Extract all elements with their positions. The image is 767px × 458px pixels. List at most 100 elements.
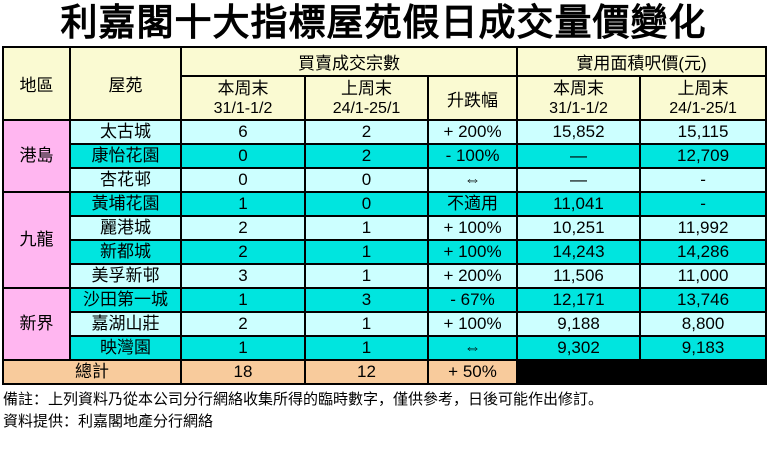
change-cell: 不適用 — [426, 191, 519, 217]
header-price-group: 實用面積呎價(元) — [516, 46, 767, 77]
region-cell-new-territories: 新界 — [2, 287, 71, 361]
estate-cell: 杏花邨 — [69, 167, 182, 193]
tx-last-cell: 0 — [304, 191, 429, 217]
estates-table: 地區 屋苑 買賣成交宗數 實用面積呎價(元) 本周末 31/1-1/2 上周末 … — [2, 46, 767, 385]
table-row: 新界 沙田第一城 1 3 - 67% 12,171 13,746 — [2, 287, 767, 361]
change-cell: + 100% — [426, 239, 519, 265]
tx-last-cell: 1 — [304, 215, 429, 241]
footnotes: 備註：上列資料乃從本公司分行網絡收集所得的臨時數字，僅供參考，日後可能作出修訂。… — [3, 389, 767, 433]
header-tx-this-weekend: 本周末 31/1-1/2 — [180, 75, 306, 121]
tx-this-cell: 1 — [180, 191, 306, 217]
tx-this-cell: 3 — [180, 263, 306, 289]
change-cell: - 100% — [426, 143, 519, 169]
change-cell: - 67% — [426, 287, 519, 313]
table-row: 康怡花園 0 2 - 100% — 12,709 — [3, 143, 767, 169]
px-this-cell: 15,852 — [516, 119, 642, 145]
px-this-cell: 12,171 — [516, 287, 642, 313]
px-this-cell: 9,302 — [516, 335, 642, 361]
this-weekend-date: 31/1-1/2 — [549, 99, 608, 117]
table-row: 麗港城 2 1 + 100% 10,251 11,992 — [3, 215, 767, 241]
last-weekend-date: 24/1-25/1 — [669, 99, 737, 117]
header-px-last-weekend: 上周末 24/1-25/1 — [639, 75, 767, 121]
total-label-cell: 總計 — [2, 359, 182, 385]
px-last-cell: - — [639, 167, 767, 193]
last-weekend-label: 上周末 — [677, 78, 729, 98]
tx-last-cell: 3 — [304, 287, 429, 313]
change-cell: ⇔ — [426, 167, 519, 193]
table-row: 嘉湖山莊 2 1 + 100% 9,188 8,800 — [3, 311, 767, 337]
this-weekend-date: 31/1-1/2 — [213, 99, 273, 117]
px-last-cell: 15,115 — [639, 119, 767, 145]
px-last-cell: 13,746 — [639, 287, 767, 313]
px-last-cell: 9,183 — [639, 335, 767, 361]
estate-cell: 嘉湖山莊 — [69, 311, 182, 337]
px-last-cell: 8,800 — [639, 311, 767, 337]
tx-last-cell: 1 — [304, 311, 429, 337]
total-tx-this-cell: 18 — [180, 359, 306, 385]
tx-this-cell: 2 — [180, 311, 306, 337]
region-cell-kowloon: 九龍 — [2, 191, 71, 289]
estate-cell: 康怡花園 — [69, 143, 182, 169]
estate-cell: 黃埔花園 — [69, 191, 182, 217]
tx-this-cell: 0 — [180, 143, 306, 169]
header-group-row: 地區 屋苑 買賣成交宗數 實用面積呎價(元) — [2, 46, 767, 121]
estate-cell: 沙田第一城 — [69, 287, 182, 313]
tx-last-cell: 1 — [304, 335, 429, 361]
total-px-this-blank-cell — [516, 359, 642, 385]
last-weekend-date: 24/1-25/1 — [332, 99, 401, 117]
tx-last-cell: 0 — [304, 167, 429, 193]
footnote-source: 資料提供：利嘉閣地產分行網絡 — [3, 413, 214, 430]
tx-last-cell: 2 — [304, 143, 429, 169]
last-weekend-label: 上周末 — [341, 78, 392, 98]
header-change: 升跌幅 — [426, 75, 519, 121]
estate-cell: 映灣園 — [69, 335, 182, 361]
px-last-cell: - — [639, 191, 767, 217]
table-row: 新都城 2 1 + 100% 14,243 14,286 — [3, 239, 767, 265]
tx-this-cell: 2 — [180, 215, 306, 241]
px-this-cell: 14,243 — [516, 239, 642, 265]
px-this-cell: — — [516, 167, 642, 193]
total-change-cell: + 50% — [426, 359, 519, 385]
change-cell: + 200% — [426, 119, 519, 145]
total-tx-last-cell: 12 — [304, 359, 429, 385]
table-row: 映灣園 1 1 ⇔ 9,302 9,183 — [3, 335, 767, 361]
px-this-cell: 11,506 — [516, 263, 642, 289]
total-row: 總計 18 12 + 50% — [2, 359, 767, 385]
header-transactions-group: 買賣成交宗數 — [179, 46, 519, 77]
estate-cell: 新都城 — [69, 239, 182, 265]
page-title: 利嘉閣十大指標屋苑假日成交量價變化 — [60, 2, 707, 43]
tx-last-cell: 1 — [304, 239, 429, 265]
estate-cell: 太古城 — [69, 119, 182, 145]
tx-this-cell: 6 — [180, 119, 306, 145]
header-region: 地區 — [2, 46, 71, 121]
change-cell: + 200% — [426, 263, 519, 289]
header-tx-last-weekend: 上周末 24/1-25/1 — [304, 75, 429, 121]
tx-this-cell: 1 — [180, 287, 306, 313]
change-cell: + 100% — [426, 215, 519, 241]
change-cell: ⇔ — [426, 335, 519, 361]
table-row: 九龍 黃埔花園 1 0 不適用 11,041 - — [2, 191, 767, 289]
total-px-last-blank-cell — [639, 359, 767, 385]
footnote-remark: 備註：上列資料乃從本公司分行網絡收集所得的臨時數字，僅供參考，日後可能作出修訂。 — [3, 391, 604, 408]
px-this-cell: 10,251 — [516, 215, 642, 241]
change-cell: + 100% — [426, 311, 519, 337]
estate-cell: 麗港城 — [69, 215, 182, 241]
region-cell-hk-island: 港島 — [2, 119, 71, 193]
table-row: 美孚新邨 3 1 + 200% 11,506 11,000 — [3, 263, 767, 289]
px-this-cell: 9,188 — [516, 311, 642, 337]
header-estate: 屋苑 — [69, 46, 182, 121]
header-px-this-weekend: 本周末 31/1-1/2 — [516, 75, 642, 121]
this-weekend-label: 本周末 — [217, 78, 269, 98]
tx-this-cell: 2 — [180, 239, 306, 265]
px-last-cell: 12,709 — [639, 143, 767, 169]
px-this-cell: 11,041 — [516, 191, 642, 217]
tx-last-cell: 1 — [304, 263, 429, 289]
tx-this-cell: 1 — [180, 335, 306, 361]
px-this-cell: — — [516, 143, 642, 169]
estate-cell: 美孚新邨 — [69, 263, 182, 289]
this-weekend-label: 本周末 — [553, 78, 605, 98]
tx-this-cell: 0 — [180, 167, 306, 193]
header-sub-row: 本周末 31/1-1/2 上周末 24/1-25/1 升跌幅 本周末 31/1-… — [3, 75, 767, 121]
table-row: 港島 太古城 6 2 + 200% 15,852 15,115 — [2, 119, 767, 193]
px-last-cell: 11,000 — [639, 263, 767, 289]
